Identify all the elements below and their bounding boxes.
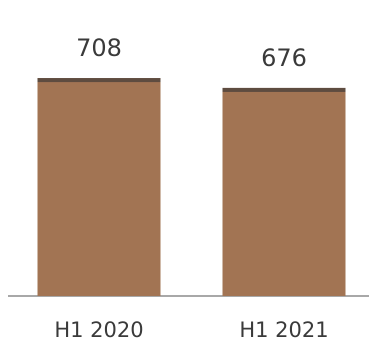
x-tick-labels-group: H1 2020 H1 2021 — [54, 318, 328, 342]
bar-0 — [37, 78, 161, 296]
data-label-1: 676 — [261, 44, 307, 72]
x-tick-label-0: H1 2020 — [54, 318, 143, 342]
bar-top-cap-0 — [37, 78, 161, 83]
bars-group — [37, 78, 346, 296]
bar-top-cap-1 — [222, 87, 346, 92]
bar-1 — [222, 87, 346, 296]
x-tick-label-1: H1 2021 — [239, 318, 328, 342]
data-label-0: 708 — [76, 34, 122, 62]
value-labels-group: 708 676 — [76, 34, 307, 72]
